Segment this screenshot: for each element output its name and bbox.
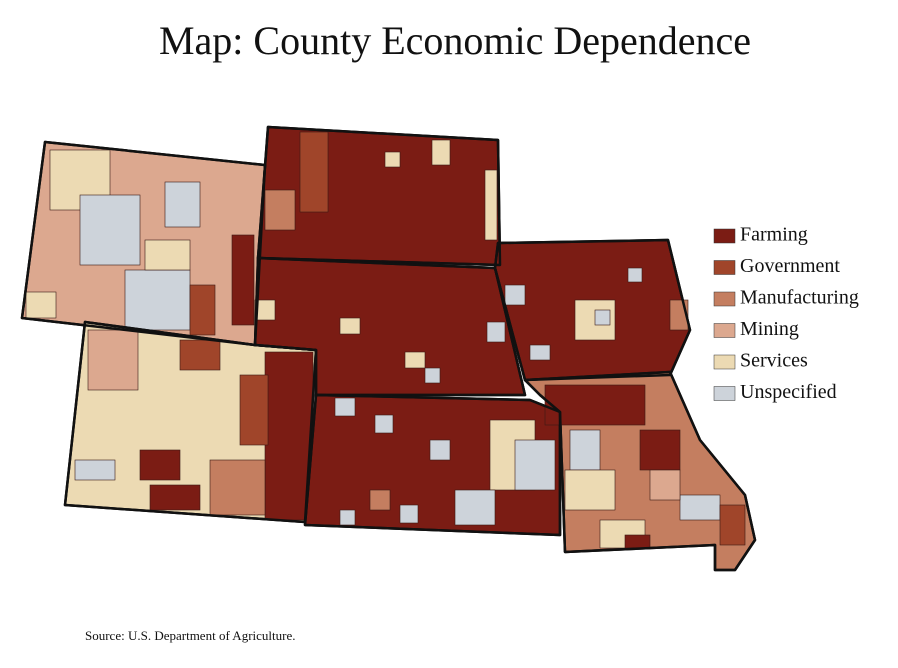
legend-swatch bbox=[713, 386, 736, 401]
legend-label: Farming bbox=[740, 224, 808, 246]
legend-swatch bbox=[713, 323, 736, 338]
county-patches bbox=[264, 131, 498, 241]
legend-label: Services bbox=[740, 350, 808, 372]
state-borders bbox=[20, 125, 757, 572]
legend-label: Government bbox=[740, 255, 840, 277]
legend-label: Mining bbox=[740, 318, 799, 340]
county-patches bbox=[544, 384, 746, 550]
county-patches bbox=[254, 299, 506, 384]
legend-swatch bbox=[713, 228, 736, 244]
legend-label: Unspecified bbox=[740, 381, 837, 403]
source-note: Source: U.S. Department of Agriculture. bbox=[85, 628, 295, 643]
county-patches bbox=[334, 397, 556, 526]
county-patches bbox=[504, 267, 689, 361]
county-patches bbox=[25, 149, 255, 336]
legend-swatch bbox=[713, 354, 736, 370]
map-title: Map: County Economic Dependence bbox=[159, 18, 751, 63]
county-patches bbox=[74, 329, 314, 521]
map bbox=[20, 125, 757, 572]
legend-swatch bbox=[713, 260, 736, 275]
legend-swatch bbox=[713, 291, 736, 307]
legend: Farming Government Manufacturing Mining Serv… bbox=[713, 224, 859, 403]
legend-label: Manufacturing bbox=[740, 287, 859, 309]
